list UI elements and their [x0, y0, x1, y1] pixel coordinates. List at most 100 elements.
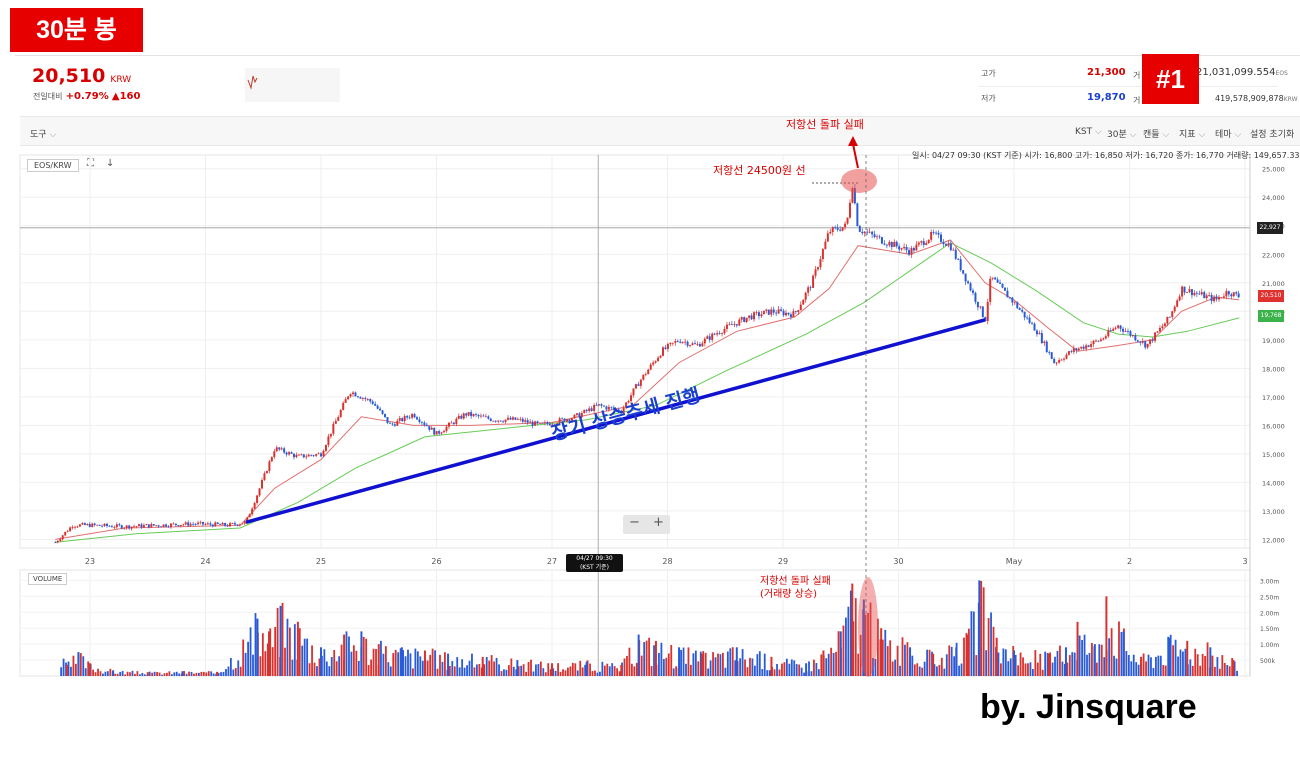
candle-body: [819, 259, 822, 268]
volume-bar: [1031, 669, 1034, 676]
volume-bar: [746, 667, 749, 676]
candle-body: [930, 232, 933, 240]
candle-body: [376, 405, 379, 409]
volume-bar: [813, 659, 815, 676]
reset-settings-button[interactable]: 설정 초기화: [1250, 130, 1295, 140]
candle-body: [1126, 331, 1129, 332]
candle-body: [1043, 341, 1046, 344]
candle-body: [475, 414, 478, 415]
candle-body: [679, 341, 682, 343]
fullscreen-icon[interactable]: ⛶: [87, 158, 94, 169]
zoom-out-button[interactable]: −: [629, 515, 640, 530]
candle-body: [546, 422, 549, 424]
volume-bar: [60, 667, 63, 676]
candle-body: [1232, 292, 1235, 297]
theme-menu[interactable]: 테마 ⌵: [1215, 127, 1241, 140]
volume-bar: [197, 672, 200, 676]
candle-body: [740, 317, 743, 320]
volume-bar: [660, 642, 663, 676]
volume-bar: [134, 673, 136, 676]
candle-body: [241, 523, 244, 525]
volume-bar: [648, 637, 651, 676]
candle-body: [602, 405, 605, 407]
candle-body: [986, 301, 989, 322]
volume-bar: [1047, 653, 1050, 676]
volume-bar: [74, 663, 77, 676]
candle-body: [1215, 296, 1218, 300]
volume-bar: [126, 671, 129, 676]
candle-body: [809, 287, 812, 289]
volume-bar: [1115, 658, 1118, 676]
volume-bar: [1009, 658, 1012, 676]
candle-body: [799, 304, 802, 311]
volume-bar: [1049, 652, 1052, 676]
number-badge: #1: [1142, 54, 1199, 104]
indicator-menu[interactable]: 지표 ⌵: [1179, 127, 1205, 140]
volume-bar: [594, 670, 596, 676]
volume-bar: [901, 637, 904, 676]
volume-bar: [84, 668, 87, 676]
chevron-down-icon: ⌵: [1234, 130, 1242, 140]
candle-body: [204, 523, 207, 525]
candle-body: [1077, 348, 1080, 351]
candle-body: [760, 314, 763, 317]
volume-bar: [323, 649, 326, 676]
candle-body: [1119, 325, 1122, 329]
volume-bar: [690, 664, 692, 676]
volume-bar: [234, 668, 237, 676]
candle-body: [1183, 286, 1186, 293]
volume-bar: [367, 665, 370, 676]
volume-bar: [268, 631, 271, 676]
volume-bar: [909, 647, 912, 676]
candle-body: [824, 241, 827, 250]
download-icon[interactable]: ↓: [106, 158, 115, 169]
candle-body: [179, 525, 182, 527]
timezone-menu[interactable]: KST ⌵: [1075, 127, 1102, 137]
candle-body: [184, 522, 187, 525]
candle-menu[interactable]: 캔들 ⌵: [1143, 127, 1169, 140]
candle-body: [406, 416, 409, 418]
volume-bar: [419, 656, 422, 676]
symbol-tag[interactable]: EOS/KRW: [27, 159, 79, 172]
volume-bar: [313, 662, 316, 676]
volume-bar: [286, 618, 289, 676]
crosshair-price-tag: 22,927: [1257, 222, 1283, 234]
candle-body: [206, 523, 209, 525]
change-label: 전일대비: [33, 92, 63, 101]
candle-body: [701, 343, 704, 347]
tools-menu[interactable]: 도구 ⌵: [30, 127, 56, 140]
candle-body: [236, 524, 239, 526]
interval-menu[interactable]: 30분 ⌵: [1107, 127, 1136, 140]
volume-bar: [114, 673, 117, 676]
volume-bar: [781, 663, 783, 676]
candle-body: [224, 522, 227, 526]
volume-bar: [1019, 652, 1022, 676]
candle-body: [120, 525, 123, 529]
row-divider: [978, 86, 1278, 87]
candle-body: [415, 417, 418, 420]
volume-bar: [242, 639, 245, 676]
candle-body: [1018, 308, 1021, 310]
candle-body: [568, 419, 571, 421]
volume-bar: [190, 671, 193, 676]
volume-bar: [252, 654, 254, 676]
candle-body: [644, 374, 647, 375]
crosshair-date-tag: 04/27 09:30 (KST 기준): [566, 554, 623, 572]
volume-bar: [148, 671, 151, 676]
candle-body: [1173, 306, 1176, 312]
candle-body: [312, 455, 315, 457]
candle-body: [497, 420, 500, 422]
volume-bar: [1236, 670, 1238, 676]
volume-bar: [259, 656, 262, 676]
volume-bar: [692, 653, 695, 676]
candle-body: [792, 311, 795, 318]
volume-bar: [1095, 662, 1098, 676]
ma-long-path: [55, 242, 1240, 543]
candle-body: [821, 249, 824, 260]
candle-body: [484, 416, 487, 418]
volume-bar: [372, 648, 375, 676]
volume-bar: [207, 671, 210, 676]
zoom-in-button[interactable]: +: [653, 515, 664, 530]
volume-bar: [330, 657, 333, 676]
